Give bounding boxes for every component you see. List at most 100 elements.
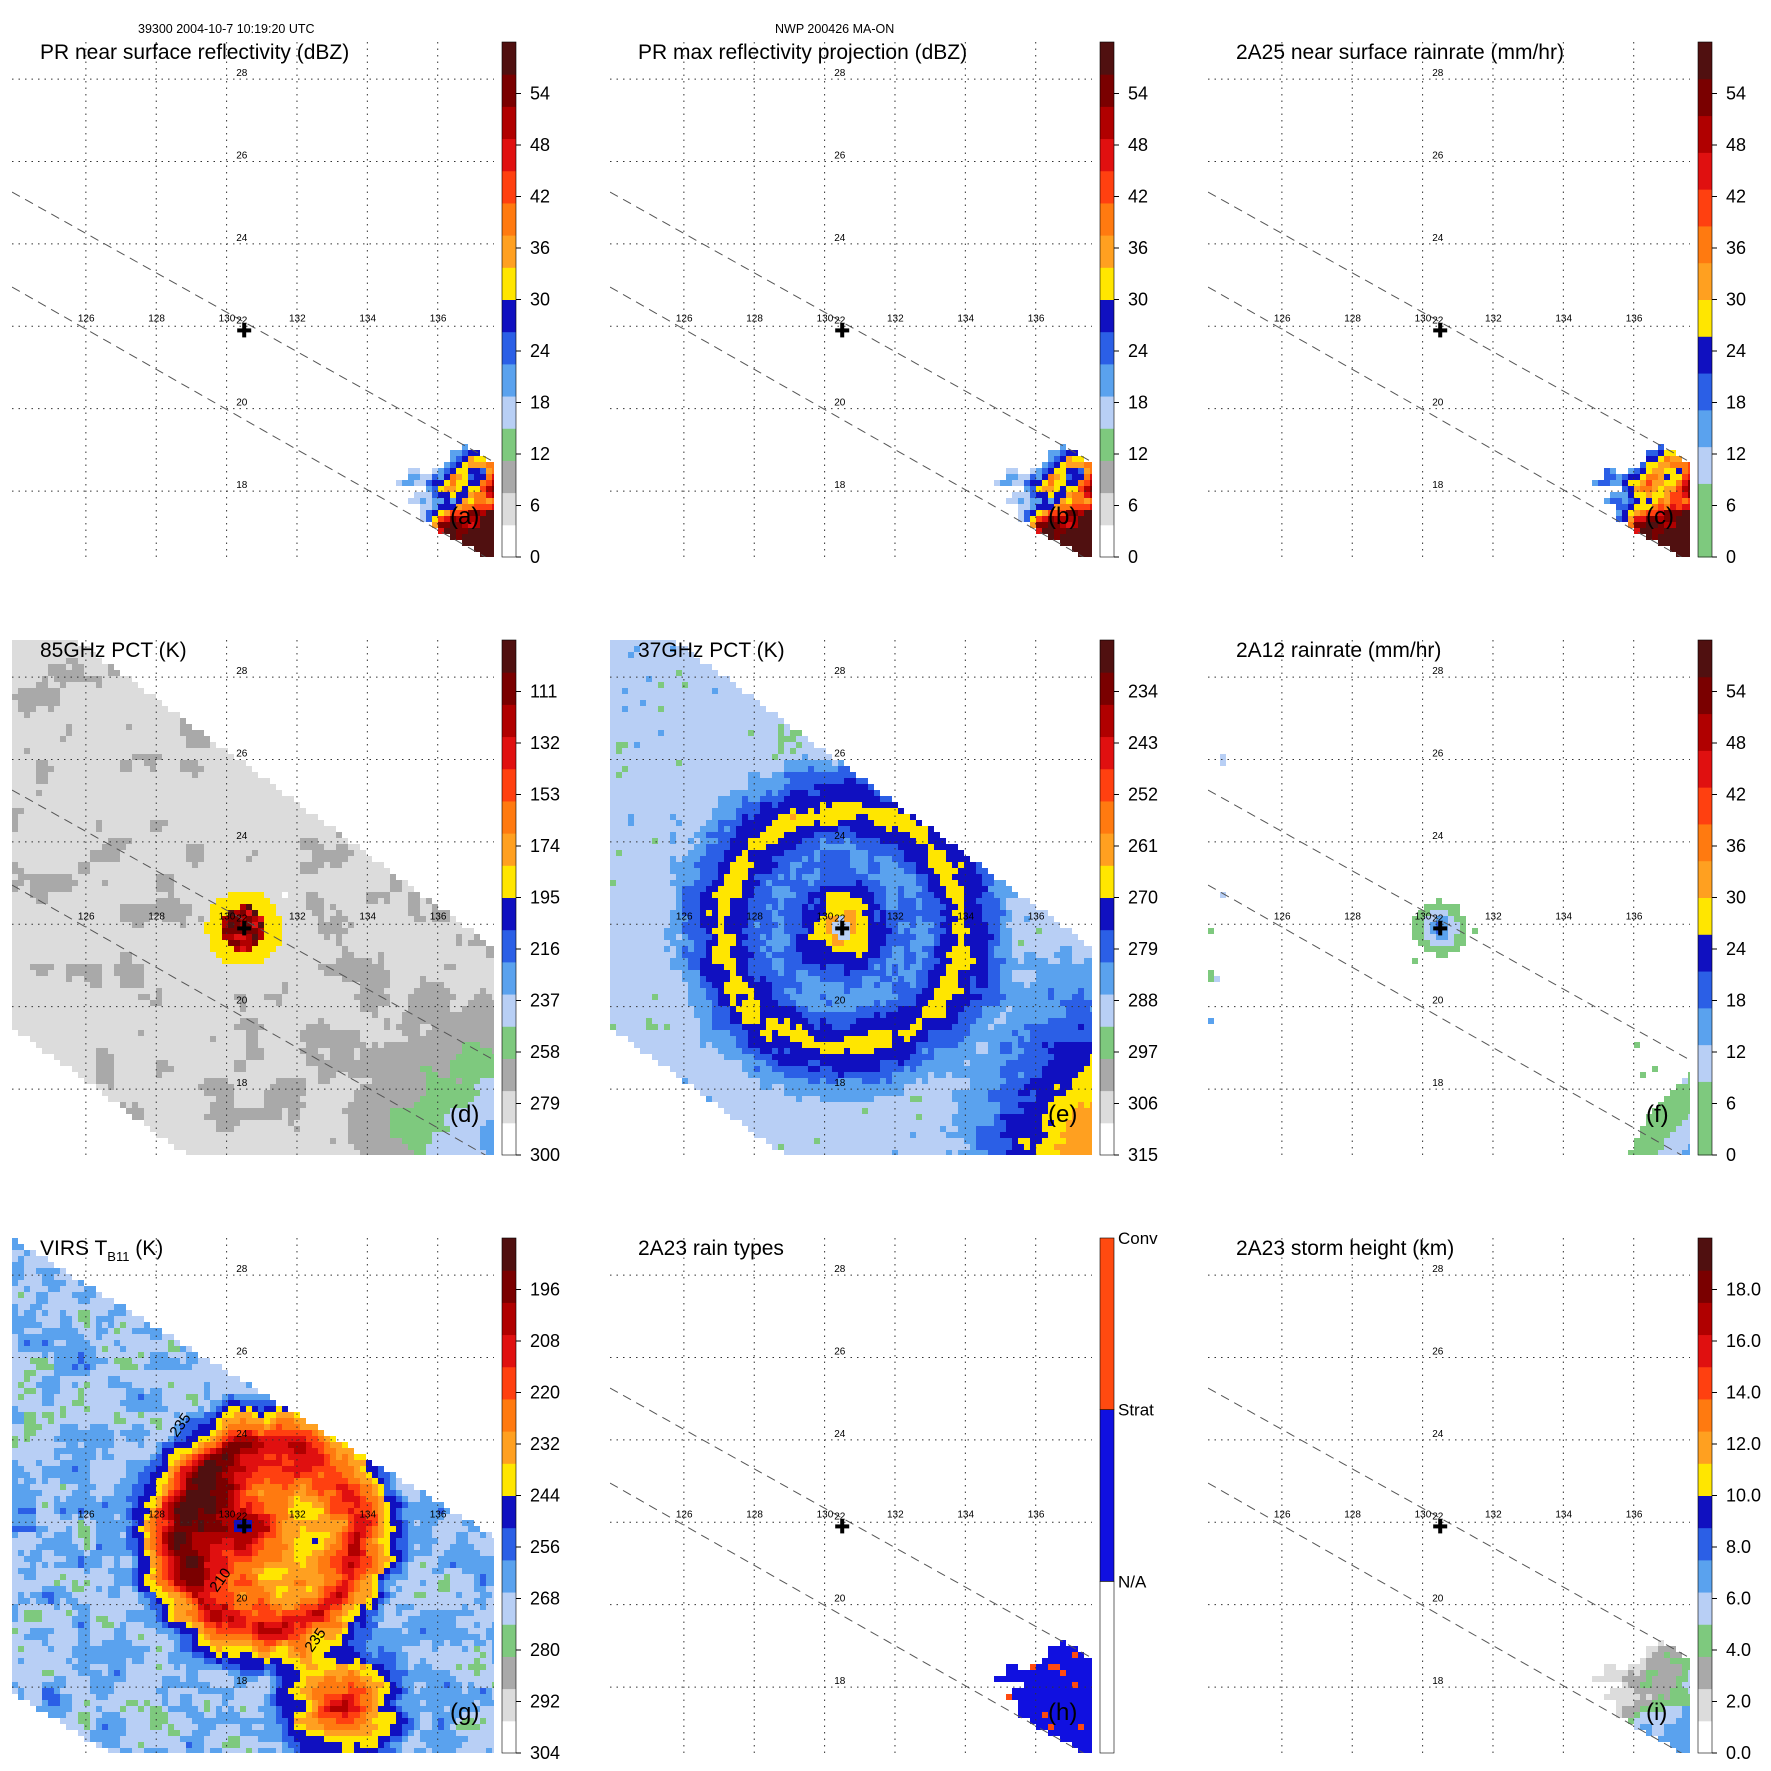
field-cell (372, 874, 378, 880)
field-cell (480, 510, 486, 516)
field-cell (192, 934, 198, 940)
field-cell (102, 712, 108, 718)
field-cell (90, 1042, 96, 1048)
field-cell (222, 1090, 228, 1096)
field-cell (48, 766, 54, 772)
field-cell (144, 982, 150, 988)
field-cell (228, 886, 234, 892)
field-cell (72, 994, 78, 1000)
field-cell (180, 760, 186, 766)
field-cell (84, 736, 90, 742)
field-cell (222, 898, 228, 904)
field-cell (120, 838, 126, 844)
field-cell (210, 748, 216, 754)
field-cell (78, 742, 84, 748)
field-cell (156, 838, 162, 844)
field-cell (306, 1042, 312, 1048)
field-cell (216, 886, 222, 892)
field-cell (444, 922, 450, 928)
colorbar-tick-label: 24 (530, 341, 550, 361)
field-cell (258, 1084, 264, 1090)
field-cell (444, 1024, 450, 1030)
field-cell (1030, 468, 1036, 474)
field-cell (126, 742, 132, 748)
field-cell (480, 552, 486, 557)
field-cell (1676, 498, 1682, 504)
field-cell (18, 748, 24, 754)
field-cell (354, 982, 360, 988)
field-cell (432, 1030, 438, 1036)
field-cell (210, 856, 216, 862)
colorbar-segment (1100, 331, 1114, 365)
field-cell (150, 898, 156, 904)
field-cell (1646, 504, 1652, 510)
field-cell (366, 886, 372, 892)
field-cell (96, 928, 102, 934)
field-cell (390, 1036, 396, 1042)
field-cell (54, 784, 60, 790)
field-cell (204, 946, 210, 952)
field-cell (438, 958, 444, 964)
field-cell (282, 832, 288, 838)
field-cell (282, 904, 288, 910)
field-cell (96, 892, 102, 898)
field-cell (402, 1042, 408, 1048)
field-cell (246, 1012, 252, 1018)
field-cell (108, 664, 114, 670)
field-cell (102, 766, 108, 772)
field-cell (156, 862, 162, 868)
field-cell (30, 868, 36, 874)
field-cell (144, 802, 150, 808)
field-cell (462, 450, 468, 456)
field-cell (144, 736, 150, 742)
field-cell (234, 1006, 240, 1012)
field-cell (372, 1000, 378, 1006)
field-cell (132, 748, 138, 754)
field-cell (318, 994, 324, 1000)
field-cell (1640, 510, 1646, 516)
field-cell (228, 766, 234, 772)
field-cell (48, 1012, 54, 1018)
field-cell (474, 492, 480, 498)
field-cell (156, 946, 162, 952)
field-cell (42, 976, 48, 982)
field-cell (426, 1072, 432, 1078)
field-cell (36, 676, 42, 682)
field-cell (108, 814, 114, 820)
field-cell (294, 964, 300, 970)
field-cell (396, 892, 402, 898)
field-cell (486, 540, 492, 546)
field-cell (162, 1048, 168, 1054)
field-cell (144, 826, 150, 832)
field-cell (348, 916, 354, 922)
field-cell (486, 1072, 492, 1078)
field-cell (48, 760, 54, 766)
field-cell (84, 922, 90, 928)
field-cell (132, 742, 138, 748)
colorbar-tick-label: 30 (1726, 290, 1746, 310)
field-cell (108, 940, 114, 946)
field-cell (456, 964, 462, 970)
field-cell (420, 498, 426, 504)
field-cell (102, 778, 108, 784)
field-cell (144, 760, 150, 766)
field-cell (246, 1066, 252, 1072)
field-cell (234, 1030, 240, 1036)
field-cell (54, 712, 60, 718)
field-cell (162, 766, 168, 772)
field-cell (450, 1042, 456, 1048)
field-cell (408, 988, 414, 994)
field-cell (150, 976, 156, 982)
field-cell (126, 1006, 132, 1012)
field-cell (1048, 456, 1054, 462)
field-cell (456, 1066, 462, 1072)
field-cell (96, 1030, 102, 1036)
field-cell (66, 730, 72, 736)
field-cell (180, 904, 186, 910)
field-cell (150, 988, 156, 994)
field-cell (156, 952, 162, 958)
field-cell (474, 504, 480, 510)
field-cell (312, 910, 318, 916)
field-cell (462, 982, 468, 988)
field-cell (138, 754, 144, 760)
